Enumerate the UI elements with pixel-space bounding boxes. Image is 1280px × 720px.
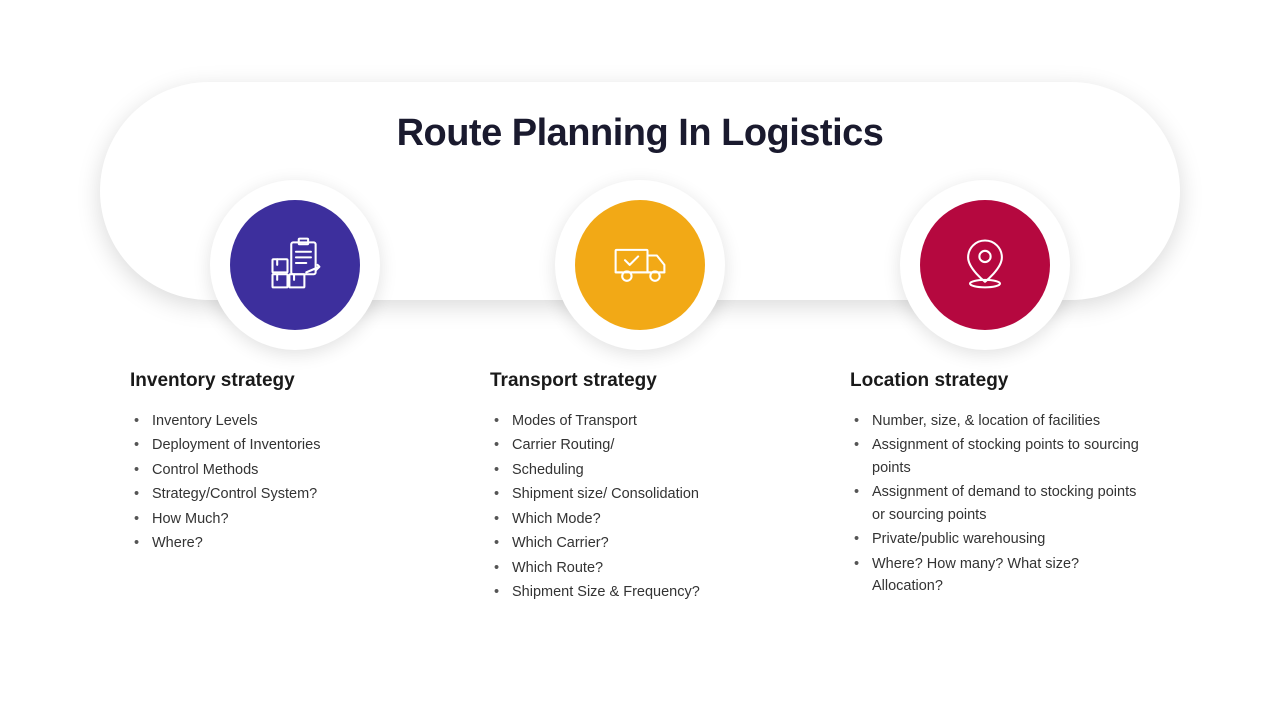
list-item: Control Methods xyxy=(130,459,430,481)
list-item: Strategy/Control System? xyxy=(130,483,430,505)
circle-inventory xyxy=(210,180,380,350)
list-item: Number, size, & location of facilities xyxy=(850,410,1150,432)
column-inventory: Inventory strategy Inventory Levels Depl… xyxy=(130,370,430,606)
location-pin-icon xyxy=(955,233,1015,298)
list-item: Shipment Size & Frequency? xyxy=(490,581,790,603)
column-title-location: Location strategy xyxy=(850,370,1150,392)
list-item: Assignment of demand to stocking points … xyxy=(850,481,1150,526)
circle-inner-location xyxy=(920,200,1050,330)
list-item: Assignment of stocking points to sourcin… xyxy=(850,434,1150,479)
column-title-transport: Transport strategy xyxy=(490,370,790,392)
circle-transport xyxy=(555,180,725,350)
truck-check-icon xyxy=(610,233,670,298)
list-item: Which Carrier? xyxy=(490,532,790,554)
circles-row xyxy=(0,180,1280,350)
list-item: Private/public warehousing xyxy=(850,528,1150,550)
list-item: Deployment of Inventories xyxy=(130,434,430,456)
circle-location xyxy=(900,180,1070,350)
column-title-inventory: Inventory strategy xyxy=(130,370,430,392)
list-item: Which Mode? xyxy=(490,508,790,530)
column-transport: Transport strategy Modes of Transport Ca… xyxy=(490,370,790,606)
list-item: How Much? xyxy=(130,508,430,530)
column-list-transport: Modes of Transport Carrier Routing/ Sche… xyxy=(490,410,790,604)
columns-row: Inventory strategy Inventory Levels Depl… xyxy=(0,370,1280,606)
circle-inner-inventory xyxy=(230,200,360,330)
list-item: Which Route? xyxy=(490,557,790,579)
list-item: Shipment size/ Consolidation xyxy=(490,483,790,505)
list-item: Scheduling xyxy=(490,459,790,481)
list-item: Inventory Levels xyxy=(130,410,430,432)
list-item: Modes of Transport xyxy=(490,410,790,432)
column-list-location: Number, size, & location of facilities A… xyxy=(850,410,1150,598)
list-item: Carrier Routing/ xyxy=(490,434,790,456)
page-title: Route Planning In Logistics xyxy=(0,112,1280,155)
column-list-inventory: Inventory Levels Deployment of Inventori… xyxy=(130,410,430,555)
circle-inner-transport xyxy=(575,200,705,330)
column-location: Location strategy Number, size, & locati… xyxy=(850,370,1150,606)
list-item: Where? How many? What size? Allocation? xyxy=(850,553,1150,598)
clipboard-boxes-icon xyxy=(265,233,325,298)
list-item: Where? xyxy=(130,532,430,554)
